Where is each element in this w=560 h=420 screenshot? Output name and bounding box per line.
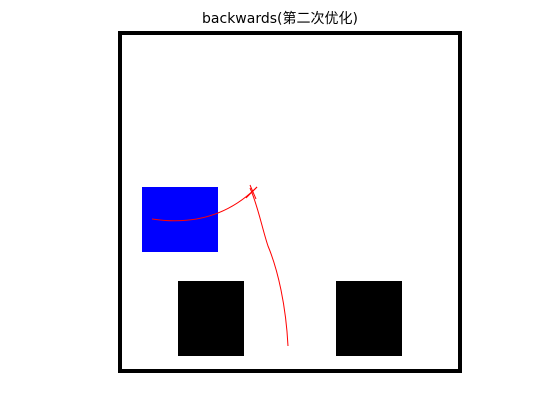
trajectory-arc — [151, 186, 258, 222]
lot-boundary — [118, 31, 462, 373]
obstacle-left — [178, 281, 244, 356]
trajectory-cusp-mark — [245, 184, 258, 200]
trajectory-backward-path — [249, 187, 289, 347]
obstacle-right — [336, 281, 402, 356]
figure-title: backwards(第二次优化) — [202, 11, 358, 27]
